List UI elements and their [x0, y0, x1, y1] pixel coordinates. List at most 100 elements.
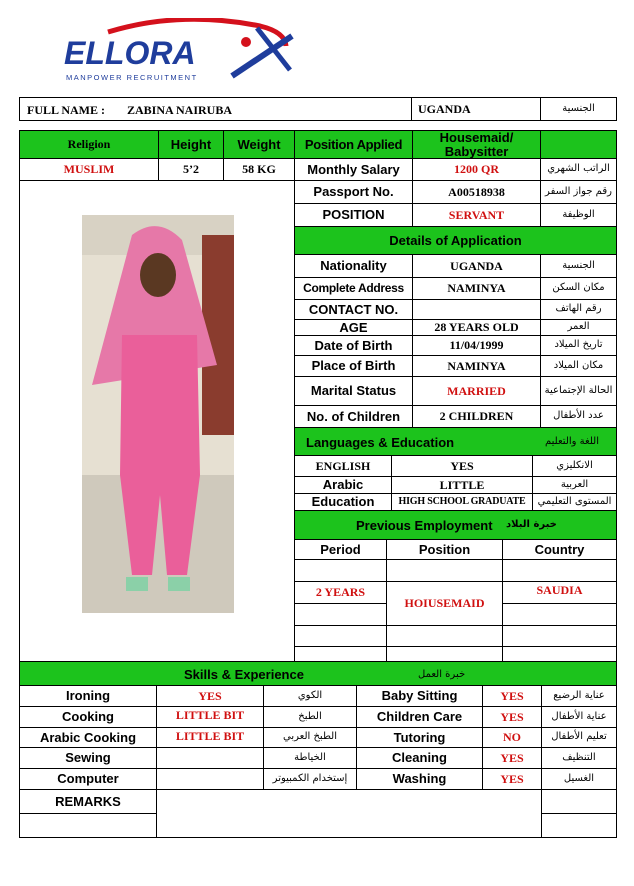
passport-value: A00518938 — [412, 180, 541, 204]
header-blank — [540, 130, 617, 159]
header-weight: Weight — [223, 130, 295, 159]
ellora-logo: ELLORA MANPOWER RECRUITMENT — [64, 18, 294, 82]
detail-label-ar: مكان السكن — [540, 277, 617, 300]
detail-value — [412, 299, 541, 320]
language-label: Education — [294, 493, 392, 511]
languages-title-ar: اللغة والتعليم — [545, 436, 599, 447]
employment-period-cell: 2 YEARS — [294, 581, 387, 604]
detail-value: MARRIED — [412, 376, 541, 406]
logo-tagline: MANPOWER RECRUITMENT — [66, 73, 198, 82]
remarks-value — [156, 789, 542, 838]
detail-value: 11/04/1999 — [412, 335, 541, 356]
detail-value: 2 CHILDREN — [412, 405, 541, 428]
candidate-photo — [82, 215, 234, 613]
skill-rv-cell: NO — [482, 727, 542, 748]
employment-country-cell: SAUDIA — [502, 581, 617, 604]
skill-l-cell: Ironing — [19, 685, 157, 707]
skill-lv-cell — [156, 768, 264, 790]
detail-label: Date of Birth — [294, 335, 413, 356]
languages-header — [294, 427, 617, 456]
detail-label-ar: الحالة الإجتماعية — [540, 376, 617, 406]
detail-label-ar: عدد الأطفال — [540, 405, 617, 428]
salary-label-ar: الراتب الشهري — [540, 158, 617, 181]
skill-lv-cell: LITTLE BIT — [156, 727, 264, 748]
detail-label: No. of Children — [294, 405, 413, 428]
full-name-label: FULL NAME : — [27, 103, 105, 117]
detail-value: UGANDA — [412, 254, 541, 278]
language-label: ENGLISH — [294, 455, 392, 477]
employment-country-cell — [502, 625, 617, 647]
skill-ra-cell: عناية الأطفال — [541, 706, 617, 728]
detail-value: 28 YEARS OLD — [412, 319, 541, 336]
position-label: POSITION — [294, 203, 413, 227]
language-label-ar: الانكليزي — [532, 455, 617, 477]
detail-value: NAMINYA — [412, 355, 541, 377]
skills-header — [19, 661, 617, 686]
detail-label: CONTACT NO. — [294, 299, 413, 320]
skill-l-cell: Computer — [19, 768, 157, 790]
skill-l-cell: Cooking — [19, 706, 157, 728]
employment-period-cell — [294, 603, 387, 626]
employment-position-cell — [386, 625, 503, 647]
employment-country-cell — [502, 603, 617, 626]
detail-label: Complete Address — [294, 277, 413, 300]
skill-ra-cell: تعليم الأطفال — [541, 727, 617, 748]
weight-value: 58 KG — [223, 158, 295, 181]
employment-col-position: Position — [386, 539, 503, 560]
skill-lv-cell: LITTLE BIT — [156, 706, 264, 728]
skill-r-cell: Tutoring — [356, 727, 483, 748]
skill-la-cell: الطبخ العربي — [263, 727, 357, 748]
employment-position-cell — [386, 559, 503, 582]
position-label-ar: الوظيفة — [540, 203, 617, 227]
language-value: HIGH SCHOOL GRADUATE — [391, 493, 533, 511]
language-label-ar: العربية — [532, 476, 617, 494]
logo-name: ELLORA — [64, 35, 196, 71]
detail-value: NAMINYA — [412, 277, 541, 300]
skills-title-ar: خبرة العمل — [418, 669, 466, 680]
skill-l-cell: Sewing — [19, 747, 157, 769]
detail-label: AGE — [294, 319, 413, 336]
employment-country-cell — [502, 559, 617, 582]
skill-l-cell: Arabic Cooking — [19, 727, 157, 748]
remarks-ar-cell-2 — [541, 813, 617, 838]
skill-la-cell: الطبخ — [263, 706, 357, 728]
remarks-blank — [19, 813, 157, 838]
nationality-label-ar: الجنسية — [540, 97, 617, 121]
full-name-value: ZABINA NAIRUBA — [127, 103, 233, 117]
language-label: Arabic — [294, 476, 392, 494]
skill-ra-cell: الغسيل — [541, 768, 617, 790]
salary-value: 1200 QR — [412, 158, 541, 181]
languages-title: Languages & Education — [306, 435, 455, 450]
skill-rv-cell: YES — [482, 768, 542, 790]
skill-r-cell: Children Care — [356, 706, 483, 728]
header-religion: Religion — [19, 130, 159, 159]
employment-title-ar: خبرة البلاد — [506, 519, 557, 530]
skill-r-cell: Baby Sitting — [356, 685, 483, 707]
skill-la-cell: الكوي — [263, 685, 357, 707]
skill-rv-cell: YES — [482, 706, 542, 728]
skills-title: Skills & Experience — [184, 667, 304, 682]
passport-label-ar: رقم جواز السفر — [540, 180, 617, 204]
detail-label: Place of Birth — [294, 355, 413, 377]
position-applied-value: Housemaid/ Babysitter — [412, 130, 541, 159]
skill-rv-cell: YES — [482, 747, 542, 769]
skill-ra-cell: التنظيف — [541, 747, 617, 769]
employment-col-country: Country — [502, 539, 617, 560]
header-position-applied: Position Applied — [294, 130, 413, 159]
height-value: 5’2 — [158, 158, 224, 181]
detail-label-ar: العمر — [540, 319, 617, 336]
language-value: YES — [391, 455, 533, 477]
passport-label: Passport No. — [294, 180, 413, 204]
header-height: Height — [158, 130, 224, 159]
detail-label-ar: تاريخ الميلاد — [540, 335, 617, 356]
employment-col-period: Period — [294, 539, 387, 560]
skill-la-cell: إستخدام الكمبيوتر — [263, 768, 357, 790]
employment-period-cell — [294, 625, 387, 647]
position-value: SERVANT — [412, 203, 541, 227]
employment-position-value: HOIUSEMAID — [386, 581, 503, 626]
language-value: LITTLE — [391, 476, 533, 494]
skill-ra-cell: عناية الرضيع — [541, 685, 617, 707]
remarks-label: REMARKS — [19, 789, 157, 814]
detail-label-ar: الجنسية — [540, 254, 617, 278]
